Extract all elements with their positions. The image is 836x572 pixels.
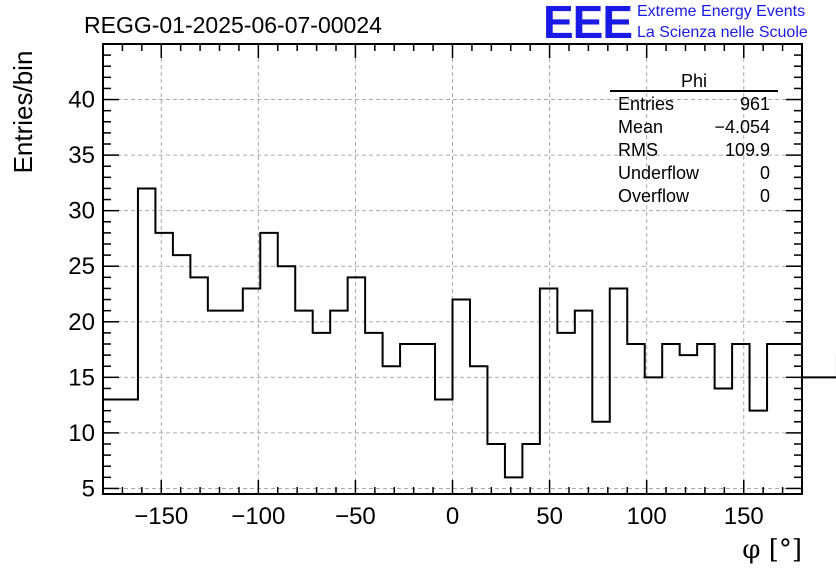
x-tick-label: 100 — [627, 503, 667, 530]
stats-label: RMS — [618, 140, 658, 160]
eee-logo-line1: Extreme Energy Events — [637, 3, 806, 20]
x-axis-label: φ [°] — [742, 535, 802, 565]
x-tick-label: 50 — [536, 503, 563, 530]
y-tick-label: 5 — [82, 475, 95, 502]
y-tick-label: 20 — [68, 309, 95, 336]
stats-label: Mean — [618, 117, 663, 137]
stats-value: 961 — [740, 94, 770, 114]
grid-lines — [103, 44, 802, 494]
stats-label: Overflow — [618, 186, 690, 206]
y-tick-label: 10 — [68, 420, 95, 447]
stats-label: Entries — [618, 94, 674, 114]
eee-logo-line2: La Scienza nelle Scuole — [637, 24, 808, 41]
stats-title: Phi — [681, 71, 707, 91]
stats-value: 109.9 — [725, 140, 770, 160]
axis-ticks — [102, 43, 803, 494]
stats-value: −4.054 — [714, 117, 770, 137]
y-tick-label: 40 — [68, 87, 95, 114]
tick-labels: −150 −100 −50 0 50 100 150 5 10 15 20 25 30 35 40 — [68, 87, 763, 530]
x-tick-label: −50 — [335, 503, 376, 530]
y-tick-label: 30 — [68, 198, 95, 225]
y-axis-label: Entries/bin — [8, 51, 38, 174]
stats-value: 0 — [760, 186, 770, 206]
y-tick-label: 35 — [68, 142, 95, 169]
stats-value: 0 — [760, 163, 770, 183]
y-tick-label: 15 — [68, 364, 95, 391]
chart-title: REGG-01-2025-06-07-00024 — [84, 12, 382, 38]
eee-logo-mark: EEE — [543, 0, 633, 48]
x-tick-label: 0 — [446, 503, 459, 530]
stats-rows: Entries 961 Mean −4.054 RMS 109.9 Underflow 0 Ov… — [618, 94, 770, 206]
histogram-line — [103, 187, 836, 479]
x-tick-label: −100 — [231, 503, 285, 530]
x-tick-label: 150 — [724, 503, 764, 530]
stats-label: Underflow — [618, 163, 700, 183]
stats-box: Phi Entries 961 Mean −4.054 RMS 109.9 Underflo… — [610, 71, 778, 206]
x-tick-label: −150 — [134, 503, 188, 530]
y-tick-label: 25 — [68, 253, 95, 280]
